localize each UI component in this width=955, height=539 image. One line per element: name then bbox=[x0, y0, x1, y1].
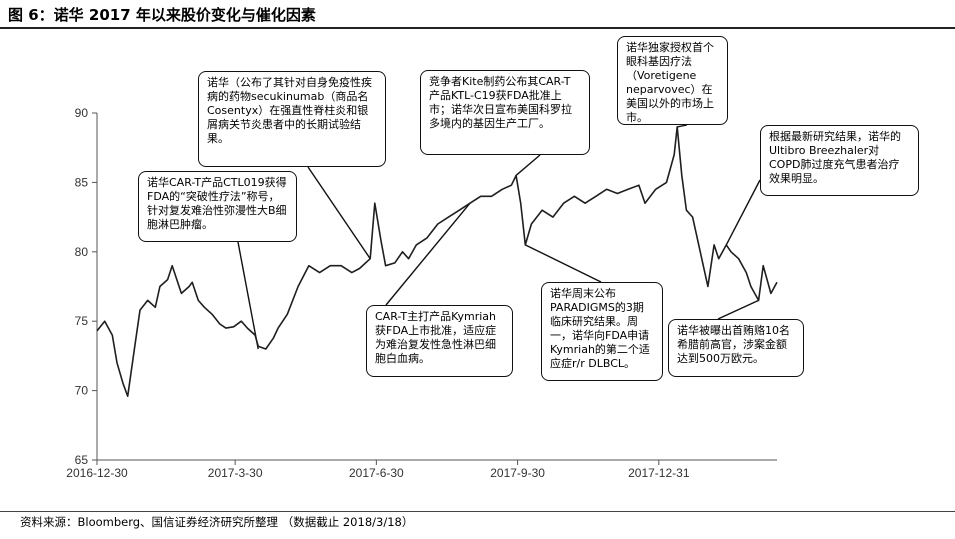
y-tick-label: 80 bbox=[75, 245, 89, 259]
callout-leader-line bbox=[307, 166, 371, 260]
figure-title: 图 6：诺华 2017 年以来股价变化与催化因素 bbox=[8, 6, 316, 24]
y-tick-label: 65 bbox=[75, 453, 89, 467]
callout-secukinumab-results: 诺华（公布了其针对自身免疫性疾病的药物secukinumab（商品名Cosent… bbox=[198, 71, 386, 167]
price-series-line bbox=[96, 126, 778, 397]
callout-kymriah-approval: CAR-T主打产品Kymriah获FDA上市批准，适应症为难治复发性急性淋巴细胞… bbox=[366, 305, 513, 377]
y-tick-label: 90 bbox=[75, 106, 89, 120]
callout-leader-line bbox=[524, 244, 602, 283]
x-tick-label: 2016-12-30 bbox=[66, 466, 128, 480]
y-tick-label: 75 bbox=[75, 314, 89, 328]
x-tick-label: 2017-9-30 bbox=[490, 466, 545, 480]
y-tick-label: 70 bbox=[75, 384, 89, 398]
callout-paradigms-results: 诺华周末公布PARADIGMS的3期临床研究结果。周一，诺华向FDA申请Kymr… bbox=[541, 282, 663, 381]
callout-leader-line bbox=[237, 241, 259, 350]
callout-ctl019-breakthrough: 诺华CAR-T产品CTL019获得FDA的“突破性疗法”称号，针对复发难治性弥漫… bbox=[138, 171, 297, 242]
callout-ultibro-copd: 根据最新研究结果，诺华的Ultibro Breezhaler对COPD肺过度充气… bbox=[760, 125, 919, 196]
footer-divider bbox=[0, 511, 955, 512]
callout-leader-lines bbox=[237, 124, 761, 350]
callout-leader-line bbox=[677, 124, 688, 128]
callout-leader-line bbox=[385, 202, 471, 306]
callout-gene-therapy-license: 诺华独家授权首个眼科基因疗法（Voretigene neparvovec）在美国… bbox=[617, 36, 728, 125]
source-note: 资料来源：Bloomberg、国信证券经济研究所整理 （数据截止 2018/3/… bbox=[20, 515, 414, 529]
title-divider bbox=[0, 27, 955, 29]
callout-leader-line bbox=[515, 154, 541, 176]
y-tick-label: 85 bbox=[75, 175, 89, 189]
x-tick-label: 2017-12-31 bbox=[628, 466, 690, 480]
callout-leader-line bbox=[717, 299, 759, 320]
callout-leader-line bbox=[725, 179, 761, 246]
callout-kite-competitor: 竞争者Kite制药公布其CAR-T产品KTL-C19获FDA批准上市；诺华次日宣… bbox=[420, 70, 590, 155]
callout-bribery-report: 诺华被曝出首贿赂10名希腊前高官，涉案金额达到500万欧元。 bbox=[668, 319, 804, 377]
chart-axes: 65 70 75 80 85 90 2016-12-30 2017-3-30 2017-6-30… bbox=[66, 106, 777, 480]
x-tick-label: 2017-3-30 bbox=[208, 466, 263, 480]
x-tick-label: 2017-6-30 bbox=[349, 466, 404, 480]
